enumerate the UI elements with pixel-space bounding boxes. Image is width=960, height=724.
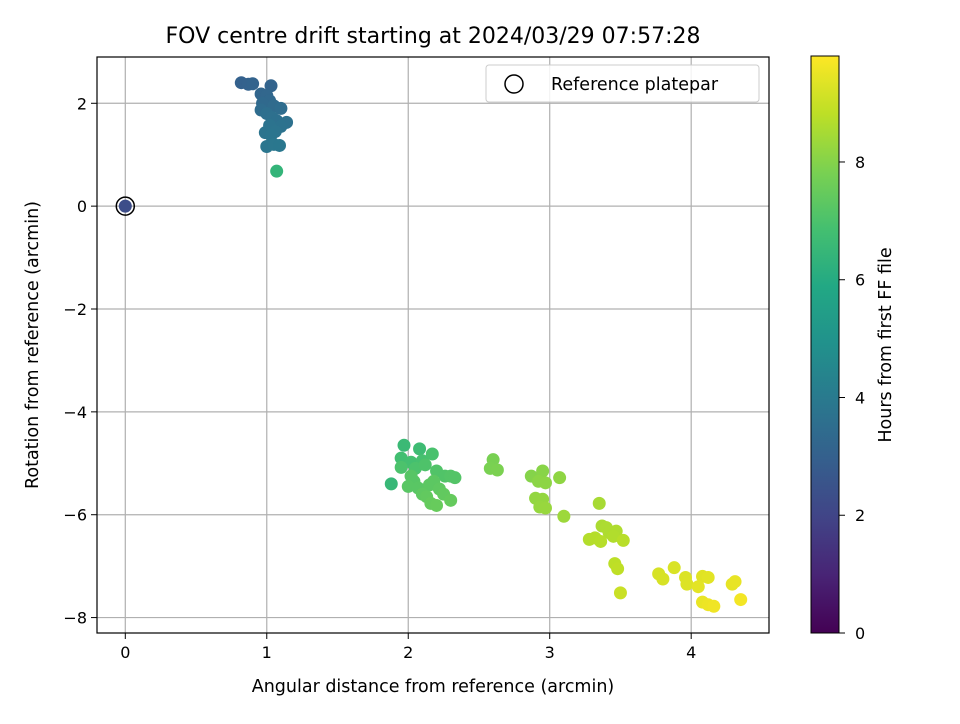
colorbar-ticks: 0 2 4 6 8 xyxy=(839,153,865,643)
data-point xyxy=(430,498,444,512)
data-point xyxy=(418,458,432,472)
grid xyxy=(97,57,769,633)
data-point xyxy=(444,493,458,507)
data-point xyxy=(413,442,427,456)
legend-label: Reference platepar xyxy=(551,75,719,95)
data-point xyxy=(273,138,287,152)
colorbar-tick-label: 8 xyxy=(855,153,865,172)
x-axis-label: Angular distance from reference (arcmin) xyxy=(252,677,615,697)
data-point xyxy=(536,464,550,478)
data-point xyxy=(592,496,606,510)
data-point xyxy=(594,534,608,548)
data-point xyxy=(384,477,398,491)
data-points xyxy=(234,76,748,613)
x-tick-label: 1 xyxy=(262,643,272,662)
reference-marker xyxy=(115,196,136,216)
data-point xyxy=(270,164,284,178)
colorbar-tick-label: 2 xyxy=(855,506,865,525)
colorbar-tick-label: 6 xyxy=(855,271,865,290)
y-tick-label: −8 xyxy=(63,609,87,628)
x-ticks: 0 1 2 3 4 xyxy=(120,633,696,662)
data-point xyxy=(538,476,552,490)
data-point xyxy=(728,575,742,589)
data-point xyxy=(691,580,705,594)
y-tick-label: −2 xyxy=(63,300,87,319)
legend-marker xyxy=(504,74,524,94)
data-point xyxy=(394,451,408,465)
colorbar-gradient xyxy=(810,55,840,634)
data-point xyxy=(667,561,681,575)
colorbar-tick-label: 4 xyxy=(855,388,865,407)
data-point xyxy=(611,562,625,576)
colorbar-label: Hours from first FF file xyxy=(876,247,896,442)
data-point xyxy=(656,572,670,586)
y-tick-label: 0 xyxy=(77,197,87,216)
data-point xyxy=(538,501,552,515)
data-point xyxy=(557,509,571,523)
y-axis-label: Rotation from reference (arcmin) xyxy=(23,201,43,489)
data-point xyxy=(397,438,411,452)
x-tick-label: 2 xyxy=(403,643,413,662)
plot-frame xyxy=(96,56,770,634)
reference-marker-group xyxy=(115,196,136,216)
data-point xyxy=(701,570,715,584)
data-point xyxy=(606,529,620,543)
data-point xyxy=(246,77,260,91)
y-tick-label: −4 xyxy=(63,403,87,422)
legend: Reference platepar xyxy=(485,64,760,103)
data-point xyxy=(734,593,748,607)
x-tick-label: 3 xyxy=(545,643,555,662)
data-point xyxy=(680,577,694,591)
x-tick-label: 0 xyxy=(120,643,130,662)
chart-title: FOV centre drift starting at 2024/03/29 … xyxy=(166,24,701,49)
y-ticks: 2 0 −2 −4 −6 −8 xyxy=(63,94,97,628)
colorbar-tick-label: 0 xyxy=(855,624,865,643)
x-tick-label: 4 xyxy=(686,643,696,662)
data-point xyxy=(707,599,721,613)
data-point xyxy=(616,533,630,547)
data-point xyxy=(394,460,408,474)
data-point xyxy=(274,101,288,115)
data-point xyxy=(613,586,627,600)
data-point xyxy=(448,471,462,485)
y-tick-label: 2 xyxy=(77,94,87,113)
data-point xyxy=(401,479,415,493)
reference-point xyxy=(118,199,132,213)
data-point xyxy=(553,471,567,485)
data-point xyxy=(264,79,278,93)
colorbar: 0 2 4 6 8 Hours from first FF file xyxy=(810,55,896,643)
data-point xyxy=(490,463,504,477)
data-point xyxy=(425,447,439,461)
legend-box xyxy=(485,64,760,103)
y-tick-label: −6 xyxy=(63,506,87,525)
